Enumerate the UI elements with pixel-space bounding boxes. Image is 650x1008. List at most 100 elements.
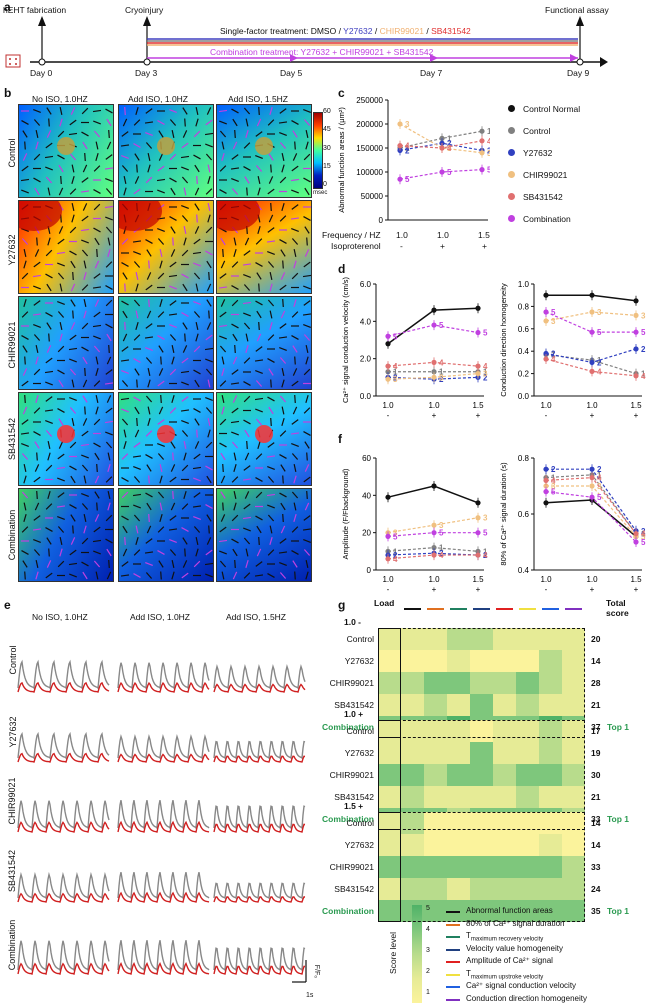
- data-point: [543, 292, 549, 298]
- heat-cell: [562, 764, 585, 786]
- xtick-iso: +: [590, 585, 595, 594]
- trace-raw: [17, 871, 110, 900]
- heat-cell: [562, 694, 585, 716]
- heat-cell: [378, 764, 401, 786]
- series-number: 3: [447, 144, 452, 153]
- trace-normalized: [117, 753, 210, 763]
- series-number: 4: [447, 144, 452, 153]
- series-number: 2: [597, 465, 602, 474]
- trace-normalized: [17, 962, 110, 975]
- data-point: [633, 298, 639, 304]
- b-row-sb: SB431542: [7, 417, 17, 461]
- c-iso-label: Isoproterenol: [331, 241, 381, 251]
- colorbar: [313, 112, 323, 189]
- legend-text: Combination: [523, 214, 571, 224]
- ytick: 0.2: [518, 370, 530, 379]
- ytick: 0.0: [360, 392, 372, 401]
- series-number: 5: [405, 175, 410, 184]
- series-number: 4: [393, 555, 398, 564]
- series-number: 4: [487, 137, 490, 146]
- legend-text: Y27632: [523, 148, 553, 158]
- cb-tick-30: 30: [323, 145, 331, 152]
- score-level-bar: [412, 905, 422, 1003]
- xtick-iso: +: [634, 411, 639, 420]
- data-point: [439, 145, 445, 151]
- data-point: [543, 466, 549, 472]
- data-point: [475, 329, 481, 336]
- g-group-header: 1.5 +: [344, 801, 364, 811]
- series-number: 1: [483, 547, 488, 556]
- cryoinjury-label: Cryoinjury: [125, 5, 164, 15]
- series-number: 2: [439, 375, 444, 384]
- c-iso-2: +: [440, 241, 445, 251]
- series-number: 2: [487, 146, 490, 155]
- g-row-label: Combination: [322, 906, 374, 916]
- e-row-chir: CHIR99021: [7, 777, 17, 825]
- series-number: 2: [393, 373, 398, 382]
- series-number: 3: [641, 311, 646, 320]
- g-group-header: 1.0 -: [344, 617, 362, 627]
- series-number: 5: [551, 308, 556, 317]
- trace-raw: [117, 662, 210, 690]
- heat-cell: [493, 650, 516, 672]
- series-number: 2: [597, 358, 602, 367]
- series-number: 3: [551, 317, 556, 326]
- series-line: [387, 485, 479, 504]
- g-top-badge: Top 1: [607, 814, 630, 824]
- heat-cell: [424, 628, 447, 650]
- data-point: [439, 169, 445, 175]
- heat-cell: [401, 834, 424, 856]
- day7-label: Day 7: [420, 68, 443, 78]
- chart-direction-homogeneity: 1.0 0.8 0.6 0.4 0.2 0.0 Conduction direction h…: [499, 280, 646, 420]
- activation-map-1-0: [18, 200, 114, 294]
- c-iso-3: +: [482, 241, 487, 251]
- xtick-iso: -: [387, 411, 390, 420]
- heat-cell: [424, 742, 447, 764]
- heat-cell: [401, 650, 424, 672]
- ytick: 40: [362, 491, 371, 500]
- heat-cell: [424, 878, 447, 900]
- series-number: 1: [393, 547, 398, 556]
- ytick: 0.8: [518, 454, 530, 463]
- heat-cell: [447, 694, 470, 716]
- e-row-y27632: Y27632: [8, 716, 18, 748]
- g-legend-line: [446, 948, 460, 951]
- series-number: 4: [597, 367, 602, 376]
- legend-text: CHIR99021: [523, 170, 568, 180]
- series-number: 1: [439, 544, 444, 553]
- g-row-label: SB431542: [334, 792, 374, 802]
- ytick: 1.0: [518, 280, 530, 289]
- data-point: [431, 369, 437, 375]
- series-number: 5: [483, 529, 488, 538]
- heat-cell: [401, 694, 424, 716]
- g-total-score: 33: [591, 814, 601, 824]
- heat-cell: [493, 900, 516, 922]
- data-point: [431, 522, 437, 528]
- ytick: 250000: [356, 96, 383, 105]
- g-row-label: Combination: [322, 814, 374, 824]
- xtick: 1.0: [382, 401, 394, 410]
- series-number: 1: [641, 370, 646, 379]
- g-row-label: Control: [346, 818, 374, 828]
- series-number: 4: [597, 474, 602, 483]
- g-legend-text: Conduction direction homogeneity: [466, 993, 587, 1003]
- data-point: [633, 329, 639, 335]
- heat-cell: [539, 812, 562, 834]
- xtick-iso: +: [476, 411, 481, 420]
- heat-cell: [447, 812, 470, 834]
- activation-map-4-2: [216, 488, 312, 582]
- data-point: [633, 312, 639, 318]
- series-number: 4: [405, 142, 410, 151]
- series-number: 5: [641, 538, 646, 547]
- b-row-chir: CHIR99021: [7, 321, 17, 369]
- heat-cell: [516, 764, 539, 786]
- heat-cell: [470, 694, 493, 716]
- ytick: 0.6: [518, 325, 530, 334]
- score-level-label: Score level: [388, 931, 399, 975]
- data-point: [475, 500, 481, 506]
- data-point: [543, 483, 549, 489]
- activation-map-0-1: [118, 104, 214, 198]
- g-load-color: [473, 608, 490, 610]
- series-number: 5: [447, 168, 452, 177]
- heat-cell: [378, 834, 401, 856]
